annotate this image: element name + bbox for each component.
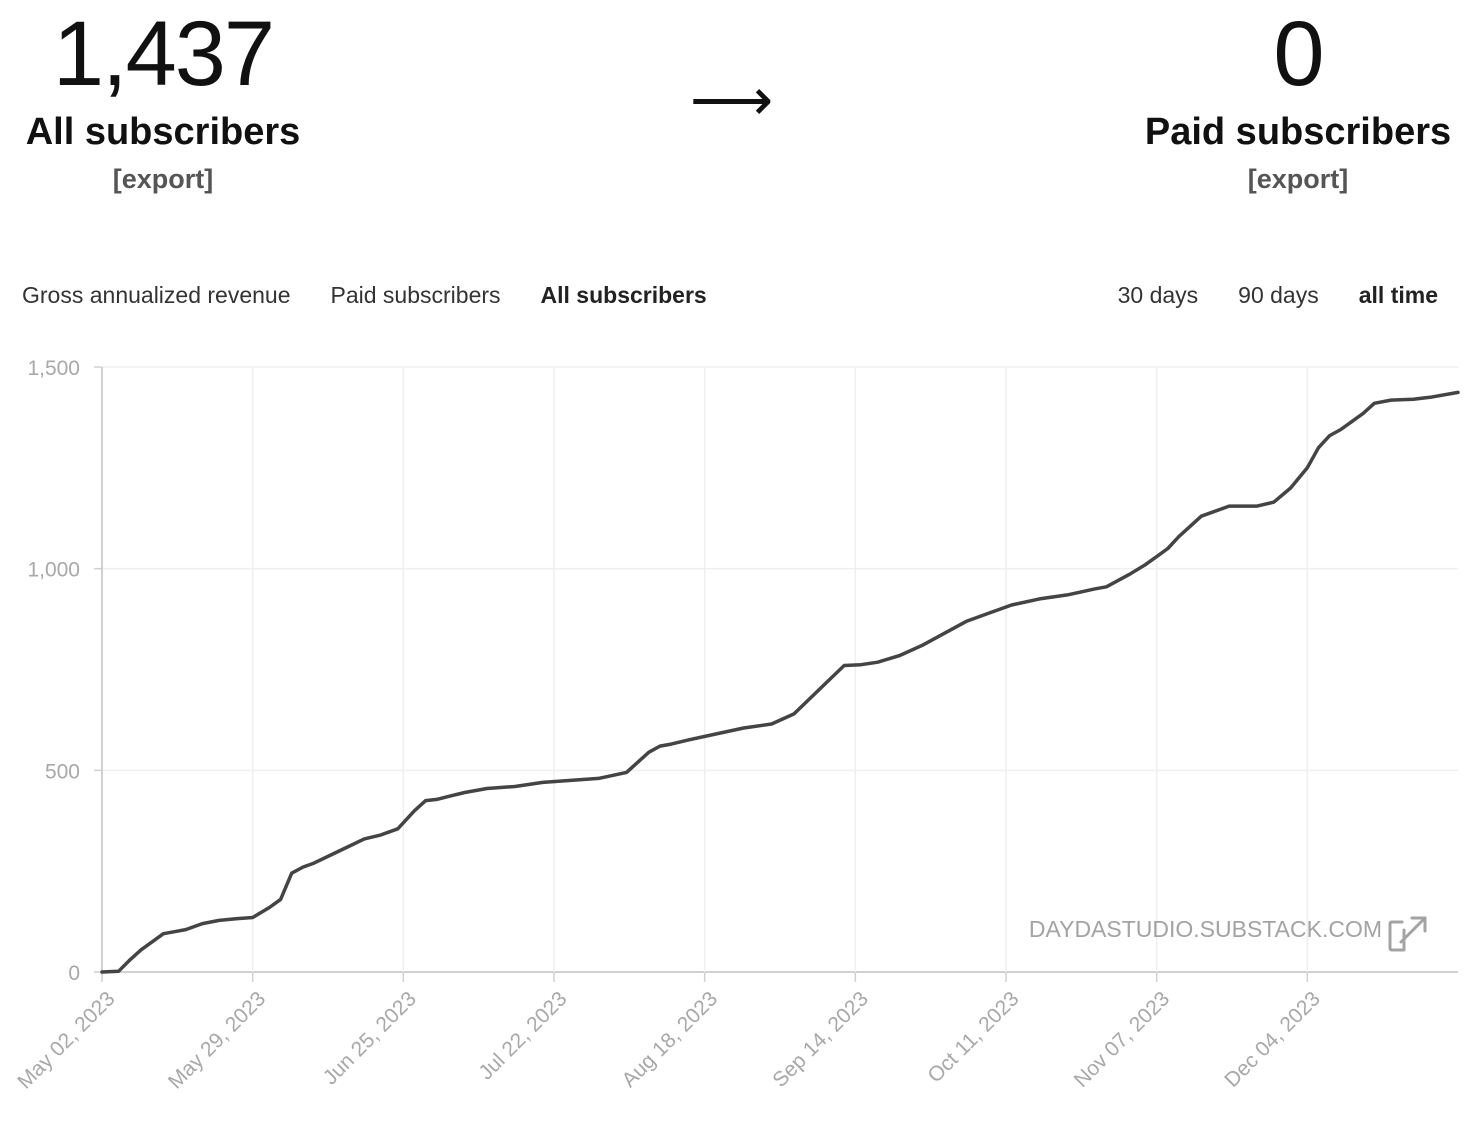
all-subscribers-label: All subscribers <box>25 111 301 153</box>
paid-subscribers-stat: 0 Paid subscribers [export] <box>1138 0 1458 195</box>
y-tick-label: 1,500 <box>27 357 80 380</box>
tab-all-time[interactable]: all time <box>1358 282 1438 308</box>
tab-30-days[interactable]: 30 days <box>1117 282 1199 308</box>
x-tick-label: May 02, 2023 <box>13 987 119 1093</box>
paid-subscribers-count: 0 <box>1273 3 1324 105</box>
tab-90-days[interactable]: 90 days <box>1238 282 1319 308</box>
arrow-right-icon: ⟶ <box>690 68 774 133</box>
all-subscribers-count: 1,437 <box>52 3 275 105</box>
x-tick-label: Dec 04, 2023 <box>1220 987 1325 1092</box>
series-line-all-subscribers <box>100 390 1460 974</box>
tab-paid-subscribers[interactable]: Paid subscribers <box>330 282 501 308</box>
x-tick-label: Aug 18, 2023 <box>618 987 723 1092</box>
metric-tabs: Gross annualized revenue Paid subscriber… <box>22 282 707 309</box>
y-tick-label: 500 <box>45 760 80 783</box>
tab-gross-annualized-revenue[interactable]: Gross annualized revenue <box>22 282 291 308</box>
tab-all-subscribers[interactable]: All subscribers <box>540 282 707 308</box>
x-tick-label: Oct 11, 2023 <box>923 987 1023 1087</box>
external-link-icon[interactable] <box>1388 916 1427 952</box>
range-tabs: 30 days 90 days all time <box>1118 282 1438 309</box>
paid-subscribers-export-link[interactable]: [export] <box>1247 163 1349 194</box>
y-tick-label: 0 <box>68 962 80 985</box>
x-tick-label: Jul 22, 2023 <box>474 987 571 1084</box>
all-subscribers-export-link[interactable]: [export] <box>112 163 214 194</box>
all-subscribers-stat: 1,437 All subscribers [export] <box>22 0 304 195</box>
x-tick-label: Nov 07, 2023 <box>1070 987 1175 1092</box>
x-tick-label: May 29, 2023 <box>164 987 270 1093</box>
watermark-text: DAYDASTUDIO.SUBSTACK.COM <box>1029 916 1382 942</box>
subscribers-line-chart: 0 500 1,000 1,500 May 02, 2023 May 29, 2023 Ju… <box>13 357 1460 1094</box>
y-tick-label: 1,000 <box>27 559 80 582</box>
x-tick-label: Jun 25, 2023 <box>319 987 421 1089</box>
paid-subscribers-label: Paid subscribers <box>1144 111 1452 153</box>
x-tick-label: Sep 14, 2023 <box>768 987 873 1092</box>
